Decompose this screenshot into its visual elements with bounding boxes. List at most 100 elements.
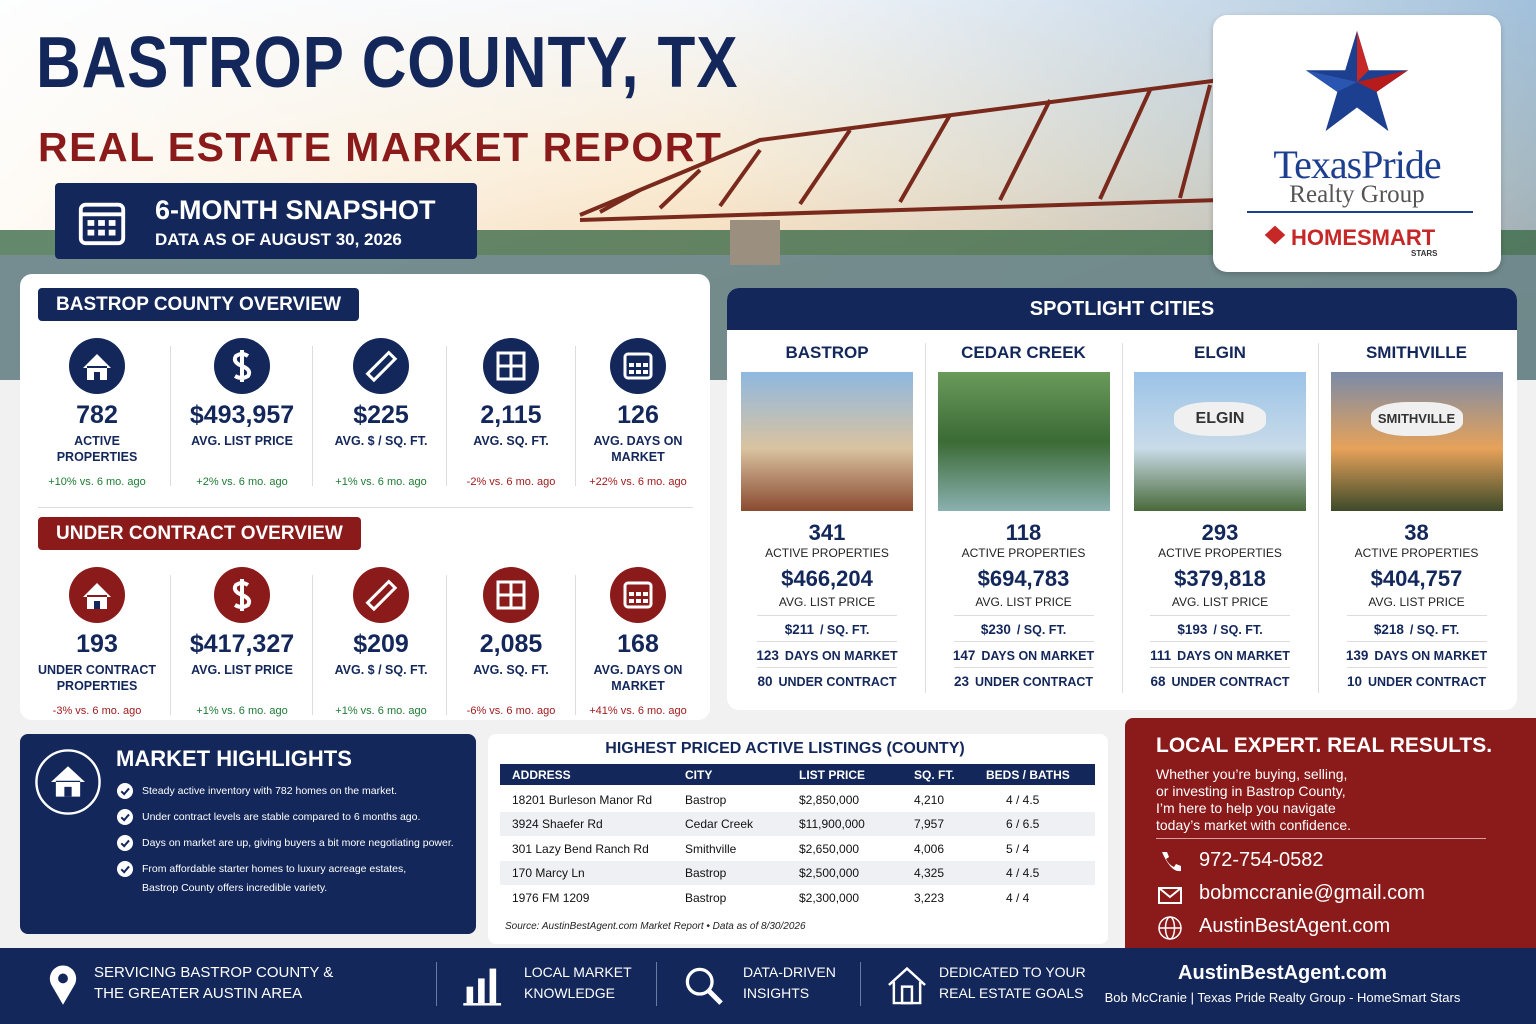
city-active-label: ACTIVE PROPERTIES [961, 546, 1086, 560]
divider [1318, 343, 1319, 693]
highlights-panel: MARKET HIGHLIGHTS Steady active inventory… [20, 734, 476, 934]
column-header: SQ. FT. [914, 768, 955, 782]
city-active: 38 [1404, 520, 1429, 545]
cell: $11,900,000 [799, 817, 865, 832]
stat-value: 2,085 [479, 630, 543, 658]
city-uc-label: UNDER CONTRACT [1171, 675, 1290, 689]
city-ppsf-label: / SQ. FT. [1213, 623, 1263, 637]
snapshot-date: DATA AS OF AUGUST 30, 2026 [155, 230, 402, 249]
city-active: 341 [808, 520, 846, 545]
city-uc-value: 10 [1346, 674, 1362, 689]
stat-value: $493,957 [189, 401, 295, 429]
stat-label: AVG. DAYS ON MARKET [593, 663, 683, 693]
city-price: $379,818 [1174, 566, 1266, 591]
listings-title: HIGHEST PRICED ACTIVE LISTINGS (COUNTY) [605, 740, 965, 757]
section-rule [38, 507, 693, 508]
spotlight-panel: SPOTLIGHT CITIES BASTROP 341 ACTIVE PROPERT… [727, 288, 1517, 710]
city-ppsf-label: / SQ. FT. [1016, 623, 1067, 637]
city-active-label: ACTIVE PROPERTIES [765, 546, 889, 560]
stat-value: 193 [76, 630, 118, 658]
city-photo: ELGIN [1134, 372, 1306, 511]
stat-icon [610, 338, 666, 394]
stat-icon [483, 338, 539, 394]
city-dom-label: DAYS ON MARKET [1374, 649, 1488, 663]
logo-rule [1247, 211, 1473, 213]
highlight-text: Under contract levels are stable compare… [142, 811, 421, 823]
city-uc-label: UNDER CONTRACT [778, 675, 897, 689]
footer-text: DATA-DRIVEN [743, 964, 836, 980]
divider [446, 346, 447, 486]
footer-divider [860, 962, 861, 1006]
cell: 6 / 6.5 [1006, 817, 1040, 832]
stat-change: -6% vs. 6 mo. ago [466, 705, 556, 717]
stat-label: ACTIVE PROPERTIES [56, 434, 138, 464]
column-header: BEDS / BATHS [986, 768, 1070, 782]
contact-text: or investing in Bastrop County, [1156, 783, 1346, 799]
row-rule [953, 641, 1094, 642]
footer-text: KNOWLEDGE [524, 985, 616, 1001]
table-header [500, 764, 1095, 785]
row-rule [1150, 667, 1290, 668]
listings-panel: HIGHEST PRICED ACTIVE LISTINGS (COUNTY) A… [488, 734, 1108, 944]
city-active: 293 [1201, 520, 1239, 545]
email-icon [1158, 887, 1182, 904]
city-active-label: ACTIVE PROPERTIES [1158, 546, 1282, 560]
stat-label: AVG. DAYS ON MARKET [593, 434, 683, 464]
stat-icon [214, 567, 270, 623]
city-dom-value: 147 [952, 648, 976, 663]
city-dom-value: 123 [756, 648, 779, 663]
city-price-label: AVG. LIST PRICE [975, 595, 1072, 609]
stat-icon [69, 567, 125, 623]
city-dom: 111 DAYS ON MARKET [1135, 648, 1305, 663]
contact-rule [1156, 838, 1486, 839]
cell: Bastrop [685, 866, 727, 881]
stat-label: AVG. $ / SQ. FT. [334, 434, 428, 448]
check-icon [117, 809, 133, 825]
city-price-label: AVG. LIST PRICE [778, 595, 876, 609]
subtitle: REAL ESTATE MARKET REPORT [38, 124, 723, 170]
city-uc-value: 80 [757, 674, 773, 689]
row-rule [1346, 641, 1487, 642]
footer-text: SERVICING BASTROP COUNTY & [94, 964, 334, 981]
footer: SERVICING BASTROP COUNTY & THE GREATER AU… [0, 948, 1536, 1024]
city-uc-label: UNDER CONTRACT [974, 675, 1094, 689]
stat-value: 782 [76, 401, 118, 429]
row-rule [953, 667, 1094, 668]
divider [925, 343, 926, 693]
city-ppsf-value: $218 [1373, 622, 1404, 637]
row-rule [1346, 667, 1487, 668]
row-band [500, 861, 1095, 886]
stat-label: AVG. LIST PRICE [191, 434, 293, 448]
cell: 3,223 [914, 890, 945, 905]
city-name: CEDAR CREEK [961, 343, 1086, 362]
cell: $2,650,000 [799, 841, 860, 856]
logo-card: TexasPride Realty Group HOMESMART STARS [1213, 15, 1501, 272]
city-dom: 147 DAYS ON MARKET [939, 648, 1109, 663]
divider [311, 346, 313, 486]
city-dom-label: DAYS ON MARKET [981, 649, 1095, 663]
cell: 301 Lazy Bend Ranch Rd [512, 841, 649, 856]
cell: Smithville [685, 841, 737, 856]
city-uc-value: 23 [953, 674, 969, 689]
city-uc: 68 UNDER CONTRACT [1135, 674, 1305, 689]
cell: 1976 FM 1209 [512, 890, 590, 905]
city-ppsf: $218 / SQ. FT. [1332, 622, 1502, 637]
stat-change: +1% vs. 6 mo. ago [335, 476, 427, 488]
city-uc-value: 68 [1150, 674, 1166, 689]
city-price: $466,204 [781, 566, 873, 591]
contact-text: I’m here to help you navigate [1156, 800, 1336, 816]
cell: 170 Marcy Ln [512, 866, 585, 881]
contact-email: bobmccranie@gmail.com [1199, 882, 1425, 904]
calendar-icon [78, 202, 126, 246]
highlight-text: Steady active inventory with 782 homes o… [142, 785, 398, 797]
partner-sub: STARS [1411, 249, 1438, 258]
footer-text: REAL ESTATE GOALS [939, 985, 1084, 1001]
stat-value: $417,327 [189, 630, 295, 658]
stat-change: +1% vs. 6 mo. ago [335, 705, 427, 717]
city-photo [741, 372, 913, 511]
source-note: Source: AustinBestAgent.com Market Repor… [505, 921, 806, 932]
cell: 7,957 [914, 817, 945, 832]
stat-change: +1% vs. 6 mo. ago [196, 705, 288, 717]
footer-text: INSIGHTS [743, 985, 810, 1001]
footer-divider [436, 962, 437, 1006]
